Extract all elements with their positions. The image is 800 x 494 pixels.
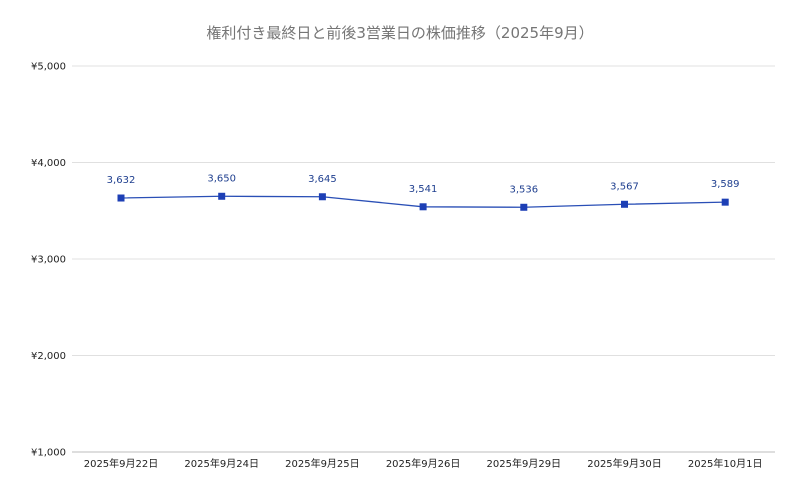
data-label: 3,589	[711, 179, 740, 190]
x-tick-label: 2025年9月30日	[587, 457, 662, 470]
data-point	[117, 194, 125, 202]
gridlines	[72, 65, 775, 453]
x-tick-label: 2025年9月22日	[84, 457, 159, 470]
data-label: 3,541	[409, 184, 438, 195]
y-tick-label: ¥2,000	[31, 351, 66, 362]
data-point	[520, 203, 528, 211]
y-tick-label: ¥3,000	[31, 255, 66, 266]
series-price	[117, 192, 729, 211]
x-axis: 2025年9月22日 2025年9月24日 2025年9月25日 2025年9月26日…	[84, 457, 763, 470]
x-tick-label: 2025年9月25日	[285, 457, 360, 470]
data-point	[419, 203, 427, 211]
data-label: 3,567	[610, 181, 639, 192]
data-labels: 3,632 3,650 3,645 3,541 3,536 3,567 3,589	[107, 173, 740, 195]
chart-title: 権利付き最終日と前後3営業日の株価推移（2025年9月）	[206, 24, 594, 42]
x-tick-label: 2025年9月29日	[487, 457, 562, 470]
data-point	[721, 198, 729, 206]
data-label: 3,536	[509, 184, 538, 195]
y-axis: ¥1,000 ¥2,000 ¥3,000 ¥4,000 ¥5,000	[31, 62, 66, 459]
data-label: 3,645	[308, 174, 337, 185]
y-tick-label: ¥4,000	[31, 158, 66, 169]
data-point	[621, 200, 628, 208]
y-tick-label: ¥5,000	[31, 62, 66, 73]
data-label: 3,650	[207, 173, 236, 184]
x-tick-label: 2025年9月26日	[386, 457, 461, 470]
x-tick-label: 2025年9月24日	[184, 457, 259, 470]
x-tick-label: 2025年10月1日	[688, 457, 763, 470]
data-point	[218, 192, 226, 200]
data-label: 3,632	[107, 175, 136, 186]
data-point	[318, 193, 326, 201]
y-tick-label: ¥1,000	[31, 448, 66, 459]
